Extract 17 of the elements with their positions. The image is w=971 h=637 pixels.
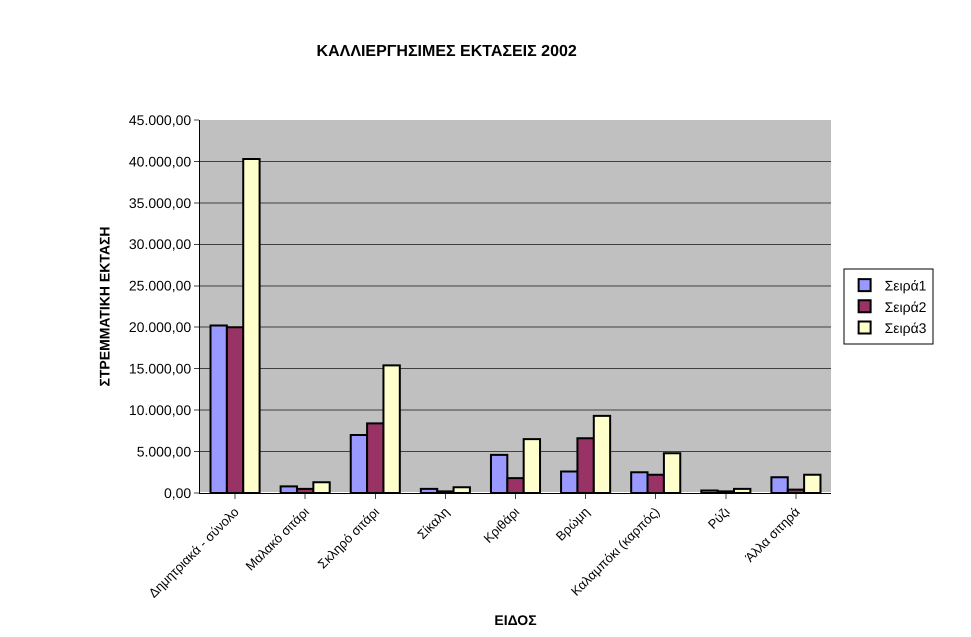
y-tick-label: 10.000,00 — [128, 402, 192, 418]
legend-label: Σειρά1 — [884, 278, 927, 294]
legend-label: Σειρά2 — [884, 298, 927, 315]
y-tick-label: 25.000,00 — [128, 278, 192, 294]
y-tick-label: 20.000,00 — [128, 319, 192, 336]
y-tick-label: 35.000,00 — [128, 194, 192, 211]
x-tick-label: Ρύζι — [704, 504, 733, 532]
chart-title: ΚΑΛΛΙΕΡΓΗΣΙΜΕΣ ΕΚΤΑΣΕΙΣ 2002 — [316, 42, 577, 60]
y-axis-title: ΣΤΡΕΜΜΑΤΙΚΗ ΕΚΤΑΣΗ — [96, 226, 113, 387]
y-tick-label: 15.000,00 — [128, 360, 192, 377]
y-tick-label: 40.000,00 — [128, 153, 192, 170]
x-axis-title: ΕΙΔΟΣ — [494, 612, 537, 628]
y-tick-label: 0,00 — [164, 484, 192, 501]
y-tick-label: 30.000,00 — [128, 236, 192, 252]
y-tick-label: 45.000,00 — [128, 112, 192, 128]
y-tick-label: 5.000,00 — [136, 443, 192, 460]
legend-label: Σειρά3 — [884, 320, 927, 336]
